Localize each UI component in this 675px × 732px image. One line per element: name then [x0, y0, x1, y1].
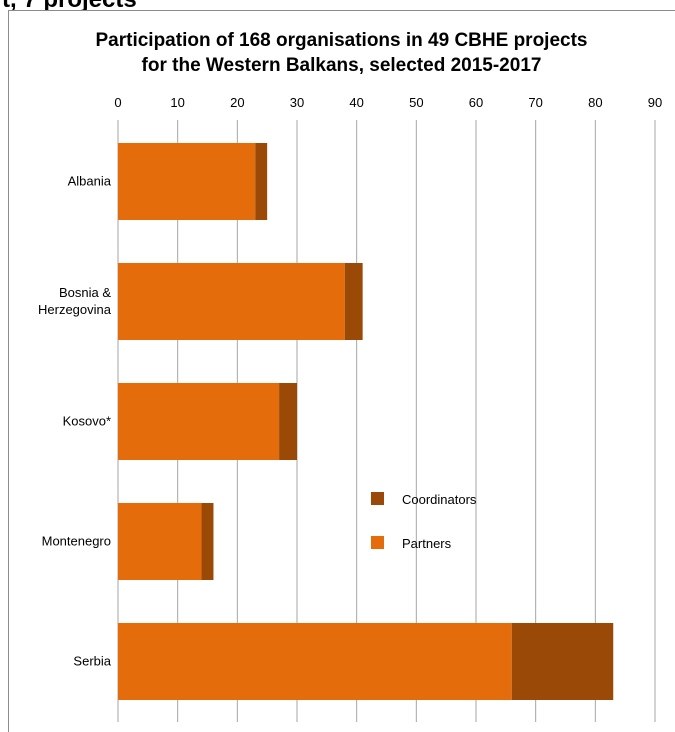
- bar-coordinators: [344, 263, 363, 340]
- legend-swatch-coordinators: [371, 492, 384, 505]
- legend-label: Coordinators: [402, 492, 477, 507]
- category-label: Kosovo*: [63, 414, 111, 429]
- bar-partners: [118, 263, 345, 340]
- x-tick-label: 40: [349, 95, 363, 110]
- bar-partners: [118, 503, 202, 580]
- legend-swatch-partners: [371, 536, 384, 549]
- x-tick-label: 50: [409, 95, 423, 110]
- bar-coordinators: [201, 503, 214, 580]
- category-label: Serbia: [73, 654, 111, 669]
- legend-label: Partners: [402, 536, 452, 551]
- bar-partners: [118, 623, 512, 700]
- category-label: Montenegro: [42, 534, 111, 549]
- chart-title-line-1: Participation of 168 organisations in 49…: [95, 30, 588, 51]
- x-tick-label: 20: [230, 95, 244, 110]
- category-label: Albania: [68, 174, 112, 189]
- x-tick-label: 90: [648, 95, 662, 110]
- bar-coordinators: [511, 623, 614, 700]
- x-tick-label: 70: [528, 95, 542, 110]
- x-tick-label: 0: [114, 95, 121, 110]
- bar-coordinators: [279, 383, 297, 460]
- bar-coordinators: [255, 143, 268, 220]
- bar-partners: [118, 383, 280, 460]
- x-tick-label: 30: [290, 95, 304, 110]
- cropped-heading: t, 7 projects: [2, 0, 137, 14]
- x-tick-label: 80: [588, 95, 602, 110]
- chart-frame: [8, 10, 675, 732]
- chart-title-line-2: for the Western Balkans, selected 2015-2…: [141, 55, 542, 76]
- category-label: Bosnia & Herzegovina: [38, 285, 112, 317]
- x-tick-label: 60: [469, 95, 483, 110]
- bar-partners: [118, 143, 256, 220]
- x-tick-label: 10: [170, 95, 184, 110]
